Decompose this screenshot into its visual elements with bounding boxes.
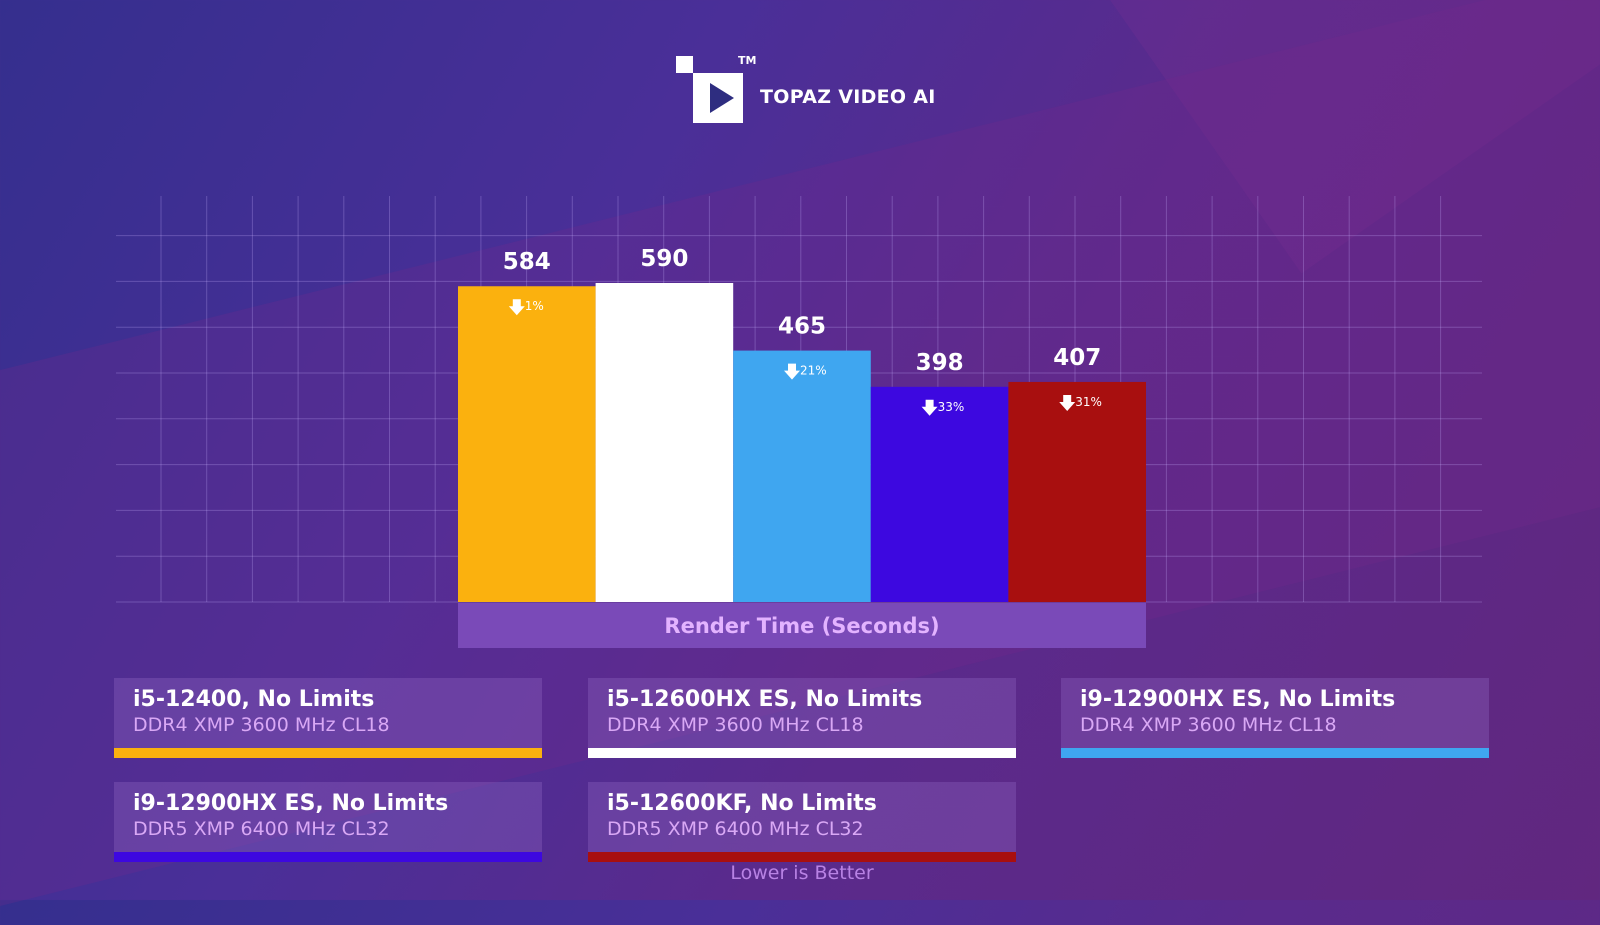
legend-name: i5-12600KF, No Limits xyxy=(607,791,877,816)
bar-3 xyxy=(733,350,871,602)
legend-spec: DDR4 XMP 3600 MHz CL18 xyxy=(1080,714,1337,736)
down-arrow-icon xyxy=(921,399,938,416)
legend-spec: DDR5 XMP 6400 MHz CL32 xyxy=(607,818,864,840)
legend-swatch xyxy=(114,852,542,862)
down-arrow-icon xyxy=(784,363,800,380)
play-icon xyxy=(710,83,734,113)
logo-square-small xyxy=(676,56,693,73)
down-arrow-icon xyxy=(508,299,525,316)
data-label-1: 584 xyxy=(503,249,551,275)
legend-item-1: i5-12400, No Limits DDR4 XMP 3600 MHz CL… xyxy=(114,678,542,758)
delta-label-1: 1% xyxy=(525,299,544,313)
bar-5 xyxy=(1008,381,1146,602)
delta-label-4: 33% xyxy=(938,400,965,414)
legend-item-5: i5-12600KF, No Limits DDR5 XMP 6400 MHz … xyxy=(588,782,1016,862)
data-label-4: 398 xyxy=(916,350,964,376)
legend-spec: DDR4 XMP 3600 MHz CL18 xyxy=(133,714,390,736)
bar-1 xyxy=(458,286,596,602)
lower-is-better-note: Lower is Better xyxy=(730,862,874,884)
legend-name: i9-12900HX ES, No Limits xyxy=(133,791,449,816)
legend-swatch xyxy=(588,852,1016,862)
delta-label-5: 31% xyxy=(1075,395,1102,409)
bar-chart: 584 1% 590 465 21% 398 33% 407 31% xyxy=(116,196,1482,603)
legend-name: i5-12600HX ES, No Limits xyxy=(607,687,923,712)
data-label-3: 465 xyxy=(778,314,826,340)
data-label-2: 590 xyxy=(640,246,688,272)
legend-item-2: i5-12600HX ES, No Limits DDR4 XMP 3600 M… xyxy=(588,678,1016,758)
legend-item-4: i9-12900HX ES, No Limits DDR5 XMP 6400 M… xyxy=(114,782,542,862)
topaz-logo: TM TOPAZ VIDEO AI xyxy=(676,54,966,124)
bar-2 xyxy=(595,283,734,602)
legend-swatch xyxy=(114,748,542,758)
x-axis-title: Render Time (Seconds) xyxy=(458,603,1146,648)
legend-spec: DDR5 XMP 6400 MHz CL32 xyxy=(133,818,390,840)
legend-name: i9-12900HX ES, No Limits xyxy=(1080,687,1396,712)
bar-4 xyxy=(870,386,1009,602)
legend-swatch xyxy=(588,748,1016,758)
legend-swatch xyxy=(1061,748,1489,758)
logo-square-large xyxy=(693,73,743,123)
legend-name: i5-12400, No Limits xyxy=(133,687,375,712)
legend-spec: DDR4 XMP 3600 MHz CL18 xyxy=(607,714,864,736)
legend-item-3: i9-12900HX ES, No Limits DDR4 XMP 3600 M… xyxy=(1061,678,1489,758)
delta-label-3: 21% xyxy=(800,364,827,378)
logo-trademark: TM xyxy=(738,54,757,67)
data-label-5: 407 xyxy=(1053,345,1101,371)
logo-title: TOPAZ VIDEO AI xyxy=(760,86,936,108)
down-arrow-icon xyxy=(1059,394,1076,411)
